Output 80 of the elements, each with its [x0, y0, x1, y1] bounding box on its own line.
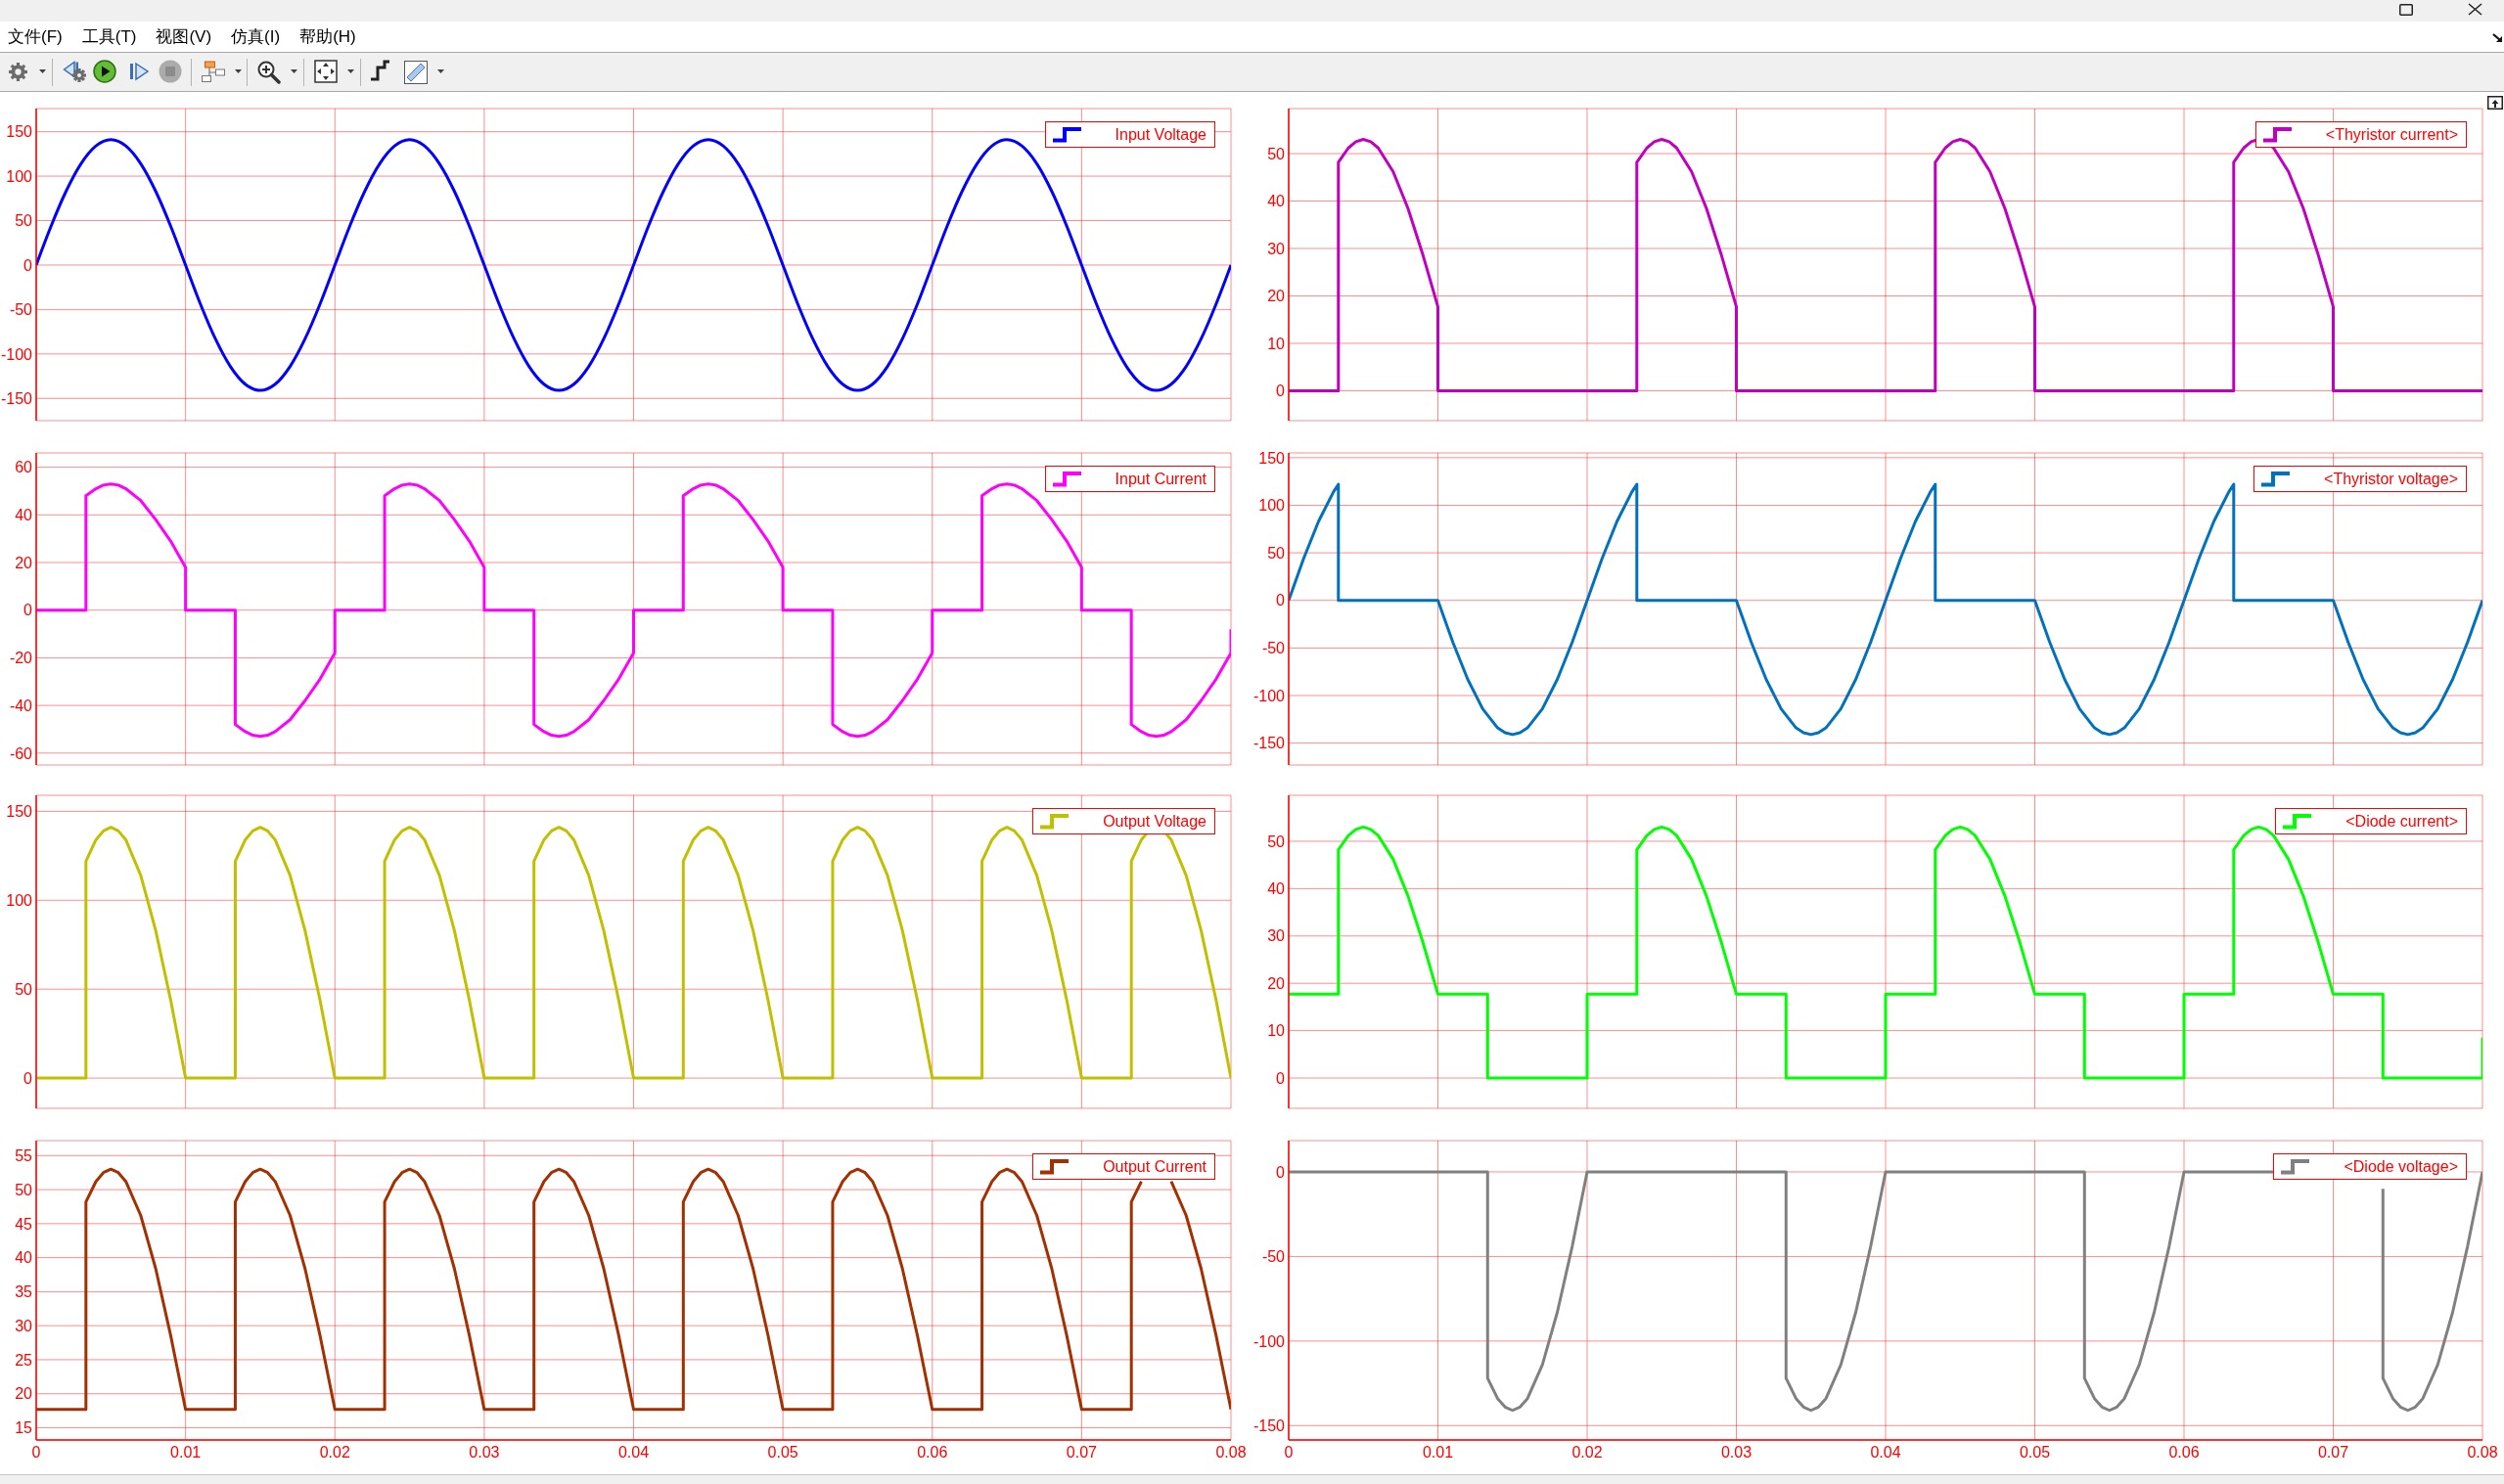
y-tick-label: 45 — [15, 1215, 33, 1233]
x-tick-label: 0.08 — [2467, 1444, 2498, 1462]
y-tick-label: 40 — [1267, 193, 1286, 210]
y-tick-label: 0 — [1276, 592, 1286, 609]
y-tick-label: -40 — [9, 697, 33, 714]
y-tick-label: 100 — [6, 891, 33, 909]
legend-label: Input Voltage — [1115, 125, 1206, 144]
y-tick-label: 20 — [15, 1385, 33, 1403]
y-tick-label: 0 — [1276, 382, 1286, 400]
x-tick-label: 0.02 — [1571, 1444, 1603, 1462]
y-tick-label: 50 — [15, 980, 33, 998]
y-tick-label: -20 — [9, 650, 33, 667]
text: 工具(T) — [81, 26, 137, 48]
y-tick-label: -100 — [1252, 687, 1286, 704]
y-tick-label: -150 — [1252, 1417, 1286, 1434]
legend-label: <Thyristor current> — [2325, 125, 2458, 144]
text: 视图(V) — [156, 26, 212, 48]
y-tick-label: 35 — [15, 1283, 33, 1301]
y-tick-label: 50 — [1267, 832, 1286, 850]
x-tick-label: 0.06 — [2168, 1444, 2200, 1462]
x-tick-label: 0.03 — [469, 1444, 500, 1462]
x-tick-label: 0.05 — [767, 1444, 798, 1462]
y-tick-label: 20 — [1267, 288, 1286, 305]
y-tick-label: 55 — [15, 1147, 33, 1164]
text: 文件(F) — [8, 26, 63, 48]
legend-label: <Diode voltage> — [2344, 1157, 2458, 1176]
y-tick-label: -100 — [0, 345, 33, 363]
y-tick-label: 10 — [1267, 1022, 1286, 1040]
y-tick-label: 50 — [15, 212, 33, 230]
y-tick-label: 40 — [15, 506, 33, 523]
x-tick-label: 0.04 — [1870, 1444, 1901, 1462]
line-series — [1289, 825, 2482, 1080]
y-tick-label: 20 — [15, 554, 33, 571]
y-tick-label: 60 — [15, 459, 33, 476]
x-tick-label: 0.01 — [170, 1444, 202, 1462]
legend-label: Input Current — [1115, 470, 1206, 488]
legend-label: <Thyristor voltage> — [2324, 470, 2458, 488]
y-tick-label: -150 — [0, 389, 33, 407]
x-tick-label: 0.03 — [1720, 1444, 1753, 1462]
y-tick-label: -100 — [1252, 1332, 1286, 1350]
legend-label: Output Voltage — [1103, 812, 1206, 831]
x-tick-label: 0.08 — [1215, 1444, 1247, 1462]
y-tick-label: 0 — [23, 602, 33, 619]
y-tick-label: 20 — [1267, 974, 1286, 992]
y-tick-label: 40 — [1267, 880, 1286, 898]
x-tick-label: 0.01 — [1422, 1444, 1454, 1462]
y-tick-label: 15 — [15, 1419, 33, 1437]
y-tick-label: -50 — [1261, 1248, 1286, 1266]
x-tick-label: 0.05 — [2019, 1444, 2051, 1462]
y-tick-label: 100 — [1258, 497, 1286, 515]
y-tick-label: 150 — [6, 803, 33, 821]
text: 仿真(I) — [231, 26, 281, 48]
y-tick-label: 100 — [6, 167, 33, 185]
y-tick-label: 50 — [15, 1181, 33, 1198]
x-tick-label: 0.07 — [1066, 1444, 1098, 1462]
x-tick-label: 0.07 — [2317, 1444, 2349, 1462]
x-tick-label: 0.06 — [917, 1444, 948, 1462]
y-tick-label: 0 — [1276, 1069, 1286, 1087]
y-tick-label: 0 — [1276, 1163, 1286, 1181]
y-tick-label: 30 — [1267, 927, 1286, 945]
y-tick-label: -50 — [1261, 640, 1286, 657]
y-tick-label: 50 — [1267, 145, 1286, 162]
y-tick-label: 150 — [1258, 449, 1286, 467]
y-tick-label: -60 — [9, 744, 33, 762]
y-tick-label: 30 — [1267, 240, 1286, 257]
y-tick-label: 30 — [15, 1317, 33, 1334]
x-tick-label: 0.02 — [319, 1444, 350, 1462]
y-tick-label: 0 — [23, 1069, 33, 1087]
y-tick-label: 10 — [1267, 335, 1286, 352]
y-tick-label: -150 — [1252, 735, 1286, 752]
legend-label: <Diode current> — [2345, 812, 2458, 831]
y-tick-label: 50 — [1267, 544, 1286, 562]
y-tick-label: 25 — [15, 1351, 33, 1369]
y-tick-label: 150 — [6, 123, 33, 141]
y-tick-label: 0 — [23, 256, 33, 274]
x-tick-label: 0.04 — [617, 1444, 650, 1462]
y-tick-label: -50 — [9, 301, 33, 319]
text: 帮助(H) — [299, 26, 356, 48]
legend-label: Output Current — [1103, 1157, 1206, 1176]
y-tick-label: 40 — [15, 1249, 33, 1267]
